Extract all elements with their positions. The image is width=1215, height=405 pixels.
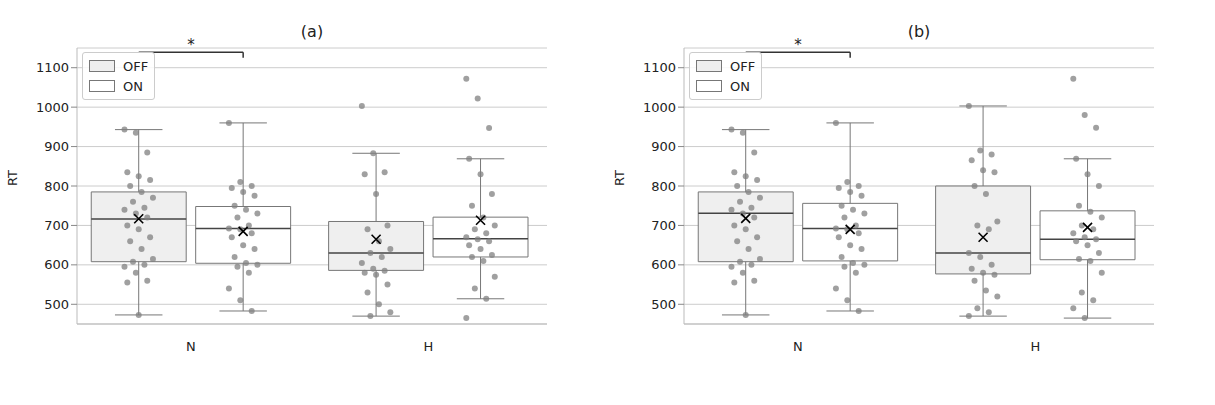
svg-text:1000: 1000 [36,100,69,115]
html-text:(a): (a) [300,22,324,41]
svg-text:H: H [1030,339,1040,354]
html-text:ON: ON [123,78,143,94]
svg-text:1100: 1100 [36,60,69,75]
svg-text:800: 800 [44,179,69,194]
svg-text:600: 600 [651,257,676,272]
svg-text:N: N [793,339,803,354]
svg-text:900: 900 [651,139,676,154]
svg-text:N: N [186,339,196,354]
svg-text:*: * [794,36,802,54]
svg-text:700: 700 [44,218,69,233]
svg-text:H: H [423,339,433,354]
svg-text:700: 700 [651,218,676,233]
html-text:OFF: OFF [730,58,756,74]
svg-text:500: 500 [44,297,69,312]
html-text:OFF: OFF [123,58,149,74]
html-text:ON: ON [730,78,750,94]
html-text:(b): (b) [907,22,931,41]
svg-text:RT: RT [8,170,20,186]
svg-text:1100: 1100 [643,60,676,75]
svg-text:1000: 1000 [643,100,676,115]
svg-text:600: 600 [44,257,69,272]
svg-text:RT: RT [612,170,627,186]
svg-text:500: 500 [651,297,676,312]
svg-text:900: 900 [44,139,69,154]
svg-text:800: 800 [651,179,676,194]
svg-text:*: * [187,36,195,54]
